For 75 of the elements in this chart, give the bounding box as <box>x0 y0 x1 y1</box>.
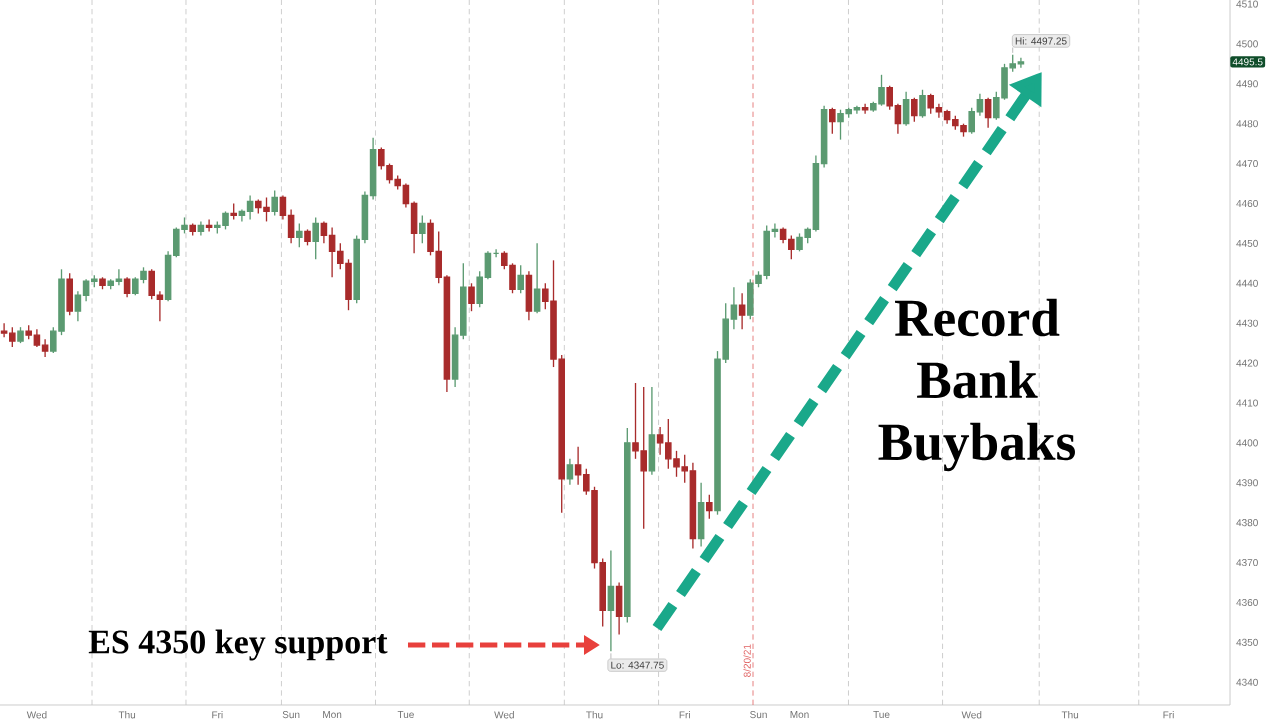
candlestick <box>771 222 779 239</box>
candlestick <box>279 194 287 221</box>
y-tick-label: 4440 <box>1236 279 1258 287</box>
annotation: Hi: 4497.25 <box>1015 37 1067 45</box>
candlestick <box>615 581 623 636</box>
candlestick <box>820 105 828 169</box>
candlestick <box>246 194 254 221</box>
x-tick-label: Fri <box>679 711 690 719</box>
x-tick-label: Sun <box>282 711 300 719</box>
y-tick-label: 4450 <box>1236 239 1258 247</box>
x-tick-label: Thu <box>1061 711 1079 719</box>
x-tick-label: Thu <box>586 711 603 719</box>
candlestick <box>738 292 746 330</box>
candlestick <box>984 97 992 129</box>
x-tick-label: Thu <box>118 711 136 719</box>
candlestick <box>697 482 705 548</box>
x-tick-label: Wed <box>494 711 514 719</box>
candlestick <box>156 290 164 322</box>
candlestick <box>115 268 123 286</box>
x-tick-label: Wed <box>26 711 47 719</box>
y-tick-label: 4500 <box>1236 40 1258 48</box>
candlestick <box>689 462 697 550</box>
y-tick-label: 4480 <box>1236 120 1258 128</box>
annotation: 4495.5 <box>1232 58 1263 66</box>
candlestick <box>443 274 451 393</box>
y-tick-label: 4470 <box>1236 160 1258 168</box>
candlestick <box>287 208 295 245</box>
y-tick-label: 4390 <box>1236 479 1258 487</box>
y-tick-label: 4430 <box>1236 319 1258 327</box>
x-tick-label: Mon <box>790 711 809 719</box>
candlestick <box>74 290 82 322</box>
x-tick-label: Tue <box>873 711 890 719</box>
y-tick-label: 4350 <box>1236 638 1258 646</box>
candlestick <box>730 286 738 330</box>
candlestick <box>197 220 205 237</box>
y-tick-label: 4400 <box>1236 439 1258 447</box>
candlestick <box>410 200 418 255</box>
candlestick <box>656 426 664 456</box>
x-tick-label: Wed <box>961 711 982 719</box>
candlestick <box>525 270 533 321</box>
candlestick <box>123 276 131 298</box>
x-tick-label: Sun <box>750 711 767 719</box>
annotation: Record Bank Buybaks <box>878 298 1075 472</box>
annotation: ES 4350 key support <box>88 629 388 661</box>
y-tick-label: 4420 <box>1236 359 1258 367</box>
y-tick-label: 4460 <box>1236 199 1258 208</box>
x-tick-label: Mon <box>323 711 342 719</box>
y-tick-label: 4510 <box>1236 0 1258 8</box>
y-tick-label: 4490 <box>1236 80 1258 88</box>
candlestick <box>361 190 369 245</box>
candlestick <box>0 322 8 338</box>
y-tick-label: 4410 <box>1236 399 1258 407</box>
annotation: Lo: 4347.75 <box>611 661 664 669</box>
candlestick <box>607 549 615 652</box>
candlestick <box>894 103 902 135</box>
x-tick-label: Tue <box>397 711 414 719</box>
y-tick-label: 4360 <box>1236 598 1258 607</box>
candlestick <box>902 91 910 127</box>
y-tick-label: 4340 <box>1236 678 1258 686</box>
candlestick <box>779 226 787 245</box>
candlestick <box>82 278 90 302</box>
candlestick <box>238 208 246 223</box>
candlestick <box>451 326 459 388</box>
candlestick <box>205 218 213 233</box>
candlestick <box>402 182 410 209</box>
candlestick <box>41 338 49 358</box>
y-tick-label: 4370 <box>1236 559 1258 567</box>
candlestick <box>328 226 336 278</box>
candlestick <box>320 220 328 245</box>
annotation: 8/20/21 <box>743 644 751 677</box>
candlestick <box>369 136 377 201</box>
y-tick-label: 4380 <box>1236 519 1258 527</box>
x-tick-label: Fri <box>1163 711 1174 719</box>
candlestick <box>648 386 656 476</box>
x-tick-label: Fri <box>212 711 223 719</box>
